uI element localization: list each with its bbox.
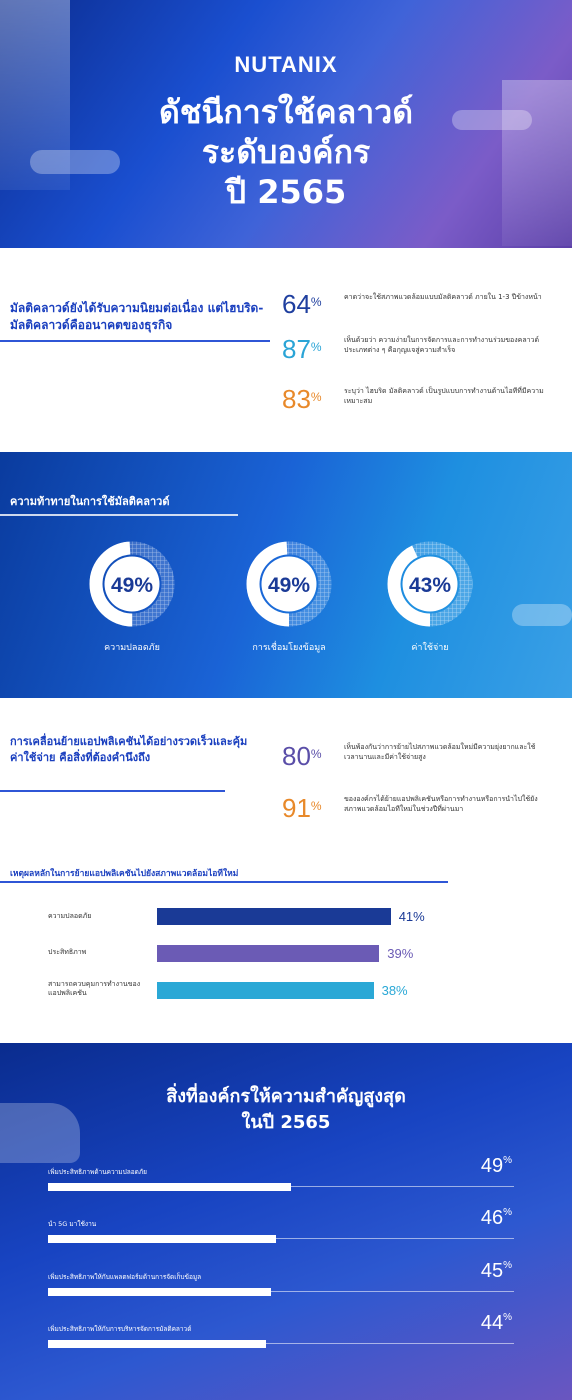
donut-value-label: 49% — [111, 574, 153, 597]
priority-label: นำ 5G มาใช้งาน — [48, 1220, 97, 1228]
bar-value-label: 41% — [398, 909, 425, 924]
priority-bar — [48, 1340, 266, 1348]
donut-center — [402, 556, 458, 612]
priority-percent: 45% — [480, 1260, 512, 1282]
priority-label: เพิ่มประสิทธิภาพให้กับการบริหารจัดการมัล… — [48, 1325, 192, 1333]
section5-title-line-2: ในปี 2565 — [241, 1112, 331, 1133]
cloud-icon — [0, 1103, 80, 1163]
bar — [157, 945, 380, 962]
priority-percent: 49% — [480, 1155, 512, 1177]
donut-center — [261, 556, 317, 612]
bar-category-label: ประสิทธิภาพ — [48, 948, 87, 956]
decor-square-right — [502, 80, 572, 246]
cloud-icon — [30, 150, 120, 174]
hero-title-line-3: ปี 2565 — [225, 173, 347, 211]
hero-title-line-2: ระดับองค์กร — [201, 133, 371, 171]
priority-bar — [48, 1183, 291, 1191]
stat-description: เห็นพ้องกันว่าการย้ายไปสภาพแวดล้อมใหม่มี… — [344, 743, 536, 761]
hero-header: NUTANIX ดัชนีการใช้คลาวด์ ระดับองค์กร ปี… — [0, 0, 572, 248]
section3-divider — [0, 790, 225, 792]
stat-description: ระบุว่า ไฮบริด มัลติคลาวด์ เป็นรูปแบบการ… — [344, 387, 544, 405]
donut-value-label: 49% — [268, 574, 310, 597]
stat-description: คาดว่าจะใช้สภาพแวดล้อมแบบมัลติคลาวด์ ภาย… — [344, 293, 542, 301]
stat-percent: 80% — [282, 741, 322, 771]
priority-percent: 46% — [480, 1207, 512, 1229]
donut-label: ค่าใช้จ่าย — [411, 643, 449, 653]
section5-title-line-1: สิ่งที่องค์กรให้ความสำคัญสูงสุด — [166, 1086, 406, 1107]
priority-track — [48, 1343, 514, 1344]
decor-square-left — [0, 0, 70, 190]
nutanix-logo: NUTANIX — [234, 52, 338, 77]
donut-charts: 49% 49% 43% — [89, 541, 473, 627]
priority-track — [48, 1238, 514, 1239]
section1-divider — [0, 340, 270, 342]
priorities-section: สิ่งที่องค์กรให้ความสำคัญสูงสุด ในปี 256… — [0, 1043, 572, 1400]
stat-percent: 83% — [282, 384, 322, 414]
stat-percent: 64% — [282, 289, 322, 319]
donut-value-arc — [246, 541, 332, 627]
stat-percent: 91% — [282, 793, 322, 823]
cloud-icon — [452, 110, 532, 130]
priority-bar — [48, 1288, 271, 1296]
priority-bar — [48, 1235, 276, 1243]
cloud-icon — [512, 604, 572, 626]
priority-track — [48, 1291, 514, 1292]
section2-heading: ความท้าทายในการใช้มัลติคลาวด์ — [10, 495, 170, 508]
bar-category-label: สามารถควบคุมการทำงานของแอปพลิเคชัน — [48, 980, 141, 997]
bar-value-label: 39% — [387, 946, 414, 961]
section2-divider — [0, 514, 238, 516]
chart-title: เหตุผลหลักในการย้ายแอปพลิเคชันไปยังสภาพแ… — [10, 869, 239, 879]
bar-value-label: 38% — [381, 983, 408, 998]
stat-description: เห็นด้วยว่า ความง่ายในการจัดการและการทำง… — [344, 336, 540, 354]
donut-value-arc — [89, 541, 175, 627]
priority-label: เพิ่มประสิทธิภาพให้กับแพลตฟอร์มด้านการจั… — [48, 1273, 202, 1281]
donut-value-label: 43% — [409, 574, 451, 597]
bar — [157, 982, 374, 999]
bar-category-label: ความปลอดภัย — [48, 912, 92, 920]
challenges-section: ความท้าทายในการใช้มัลติคลาวด์ 49% 49% 43% … — [0, 452, 572, 698]
donut-label: การเชื่อมโยงข้อมูล — [252, 643, 326, 653]
section1-heading: มัลติคลาวด์ยังได้รับความนิยมต่อเนื่อง แต… — [10, 301, 264, 332]
donut-center — [104, 556, 160, 612]
donut-label: ความปลอดภัย — [104, 643, 160, 653]
section3-heading: การเคลื่อนย้ายแอปพลิเคชันได้อย่างรวดเร็ว… — [10, 735, 248, 764]
hero-title-line-1: ดัชนีการใช้คลาวด์ — [159, 93, 413, 131]
donut-value-arc — [387, 541, 473, 627]
bar — [157, 908, 391, 925]
priority-label: เพิ่มประสิทธิภาพด้านความปลอดภัย — [48, 1168, 147, 1176]
section4-divider — [0, 881, 448, 883]
stat-description: ขององค์กรได้ย้ายแอปพลิเคชันหรือการทำงานห… — [344, 795, 538, 813]
stat-percent: 87% — [282, 334, 322, 364]
priority-percent: 44% — [480, 1312, 512, 1334]
